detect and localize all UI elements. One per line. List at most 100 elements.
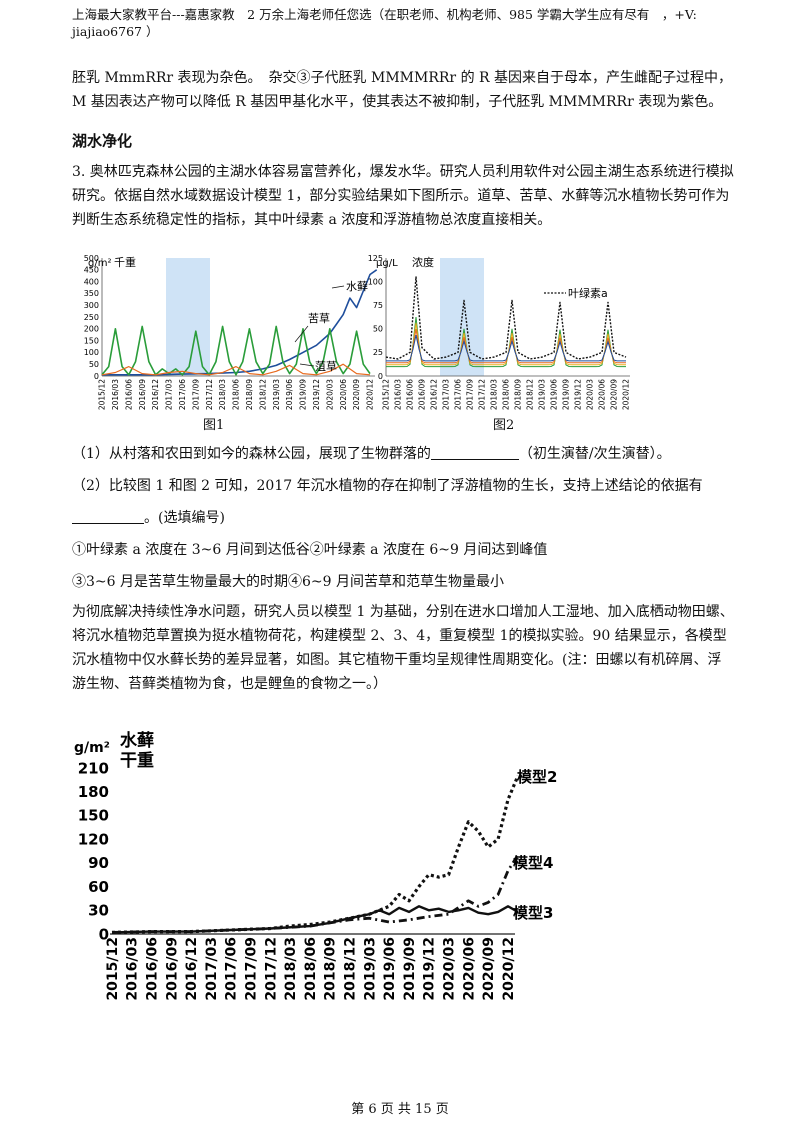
question-1-blank[interactable] <box>430 445 519 460</box>
f2-xtick-7: 2017/09 <box>466 379 475 410</box>
fig1-label-zucao: 菹草 <box>315 360 337 373</box>
f2-xtick-0: 2015/12 <box>382 379 391 410</box>
f1-xtick-8: 2017/12 <box>205 379 214 410</box>
f3-ytick-2: 60 <box>88 878 109 896</box>
f2-xtick-14: 2019/06 <box>550 379 559 410</box>
question-2-blank[interactable] <box>72 509 144 524</box>
fig2-background-series-1 <box>386 322 626 366</box>
f2-xtick-20: 2020/12 <box>622 379 631 410</box>
f1-xtick-6: 2017/06 <box>178 379 187 410</box>
f2-xtick-1: 2016/03 <box>394 379 403 410</box>
f1-xtick-16: 2019/12 <box>312 379 321 410</box>
f2-xtick-3: 2016/09 <box>418 379 427 410</box>
f1-xtick-14: 2019/06 <box>285 379 294 410</box>
f2-xtick-19: 2020/09 <box>610 379 619 410</box>
f2-series-0 <box>385 276 627 360</box>
fig3-label-model4: 模型4 <box>513 854 553 872</box>
question-2-text: （2）比较图 1 和图 2 可知，2017 年沉水植物的存在抑制了浮游植物的生长… <box>72 478 703 494</box>
question-2: （2）比较图 1 和图 2 可知，2017 年沉水植物的存在抑制了浮游植物的生长… <box>72 474 703 498</box>
question-1-text: （1）从村落和农田到如今的森林公园，展现了生物群落的 <box>72 446 431 462</box>
f2-ytick-2: 50 <box>373 325 383 334</box>
f3-xtick-13: 2019/03 <box>362 937 378 1001</box>
f3-xtick-19: 2020/09 <box>481 937 497 1001</box>
fig2-background-series-0 <box>386 316 626 368</box>
fig1-pointer-shuixian <box>331 285 345 289</box>
f1-xtick-19: 2020/09 <box>352 379 361 410</box>
f3-xtick-5: 2017/03 <box>204 937 220 1001</box>
fig3-ylabel-unit: g/m² <box>74 740 110 756</box>
f3-xtick-7: 2017/09 <box>244 937 260 1001</box>
f1-xtick-13: 2019/03 <box>272 379 281 410</box>
fig1-label-kucao: 苦草 <box>308 312 330 325</box>
f1-ytick-10: 500 <box>84 254 99 263</box>
f3-xtick-17: 2020/03 <box>442 937 458 1001</box>
f1-ytick-9: 450 <box>84 266 99 275</box>
options-line-2: ③3~6 月是苦草生物量最大的时期④6~9 月间苦草和范草生物量最小 <box>72 574 504 590</box>
f1-ytick-0: 0 <box>94 372 99 381</box>
f2-xtick-17: 2020/03 <box>586 379 595 410</box>
f2-ytick-1: 25 <box>373 348 383 357</box>
f1-xtick-7: 2017/09 <box>191 379 200 410</box>
fig2-legend: 叶绿素a <box>568 286 608 300</box>
f3-xtick-10: 2018/06 <box>303 937 319 1001</box>
f1-xtick-4: 2016/12 <box>151 379 160 410</box>
question-3-intro: 3. 奥林匹克森林公园的主湖水体容易富营养化，爆发水华。研究人员利用软件对公园主… <box>72 164 734 228</box>
fig1-pointer-zucao <box>299 363 315 367</box>
f3-xtick-8: 2017/12 <box>263 937 279 1001</box>
f1-series-1 <box>101 325 371 376</box>
f2-xtick-10: 2018/06 <box>502 379 511 410</box>
f2-xtick-9: 2018/03 <box>490 379 499 410</box>
question-1-suffix: （初生演替/次生演替）。 <box>518 446 671 462</box>
f1-xtick-10: 2018/06 <box>232 379 241 410</box>
f1-ytick-5: 250 <box>84 313 99 322</box>
f3-ytick-1: 30 <box>88 902 109 920</box>
f1-xtick-15: 2019/09 <box>299 379 308 410</box>
f2-xtick-18: 2020/06 <box>598 379 607 410</box>
f1-xtick-0: 2015/12 <box>98 379 107 410</box>
fig3-ylabel-line2: 干重 <box>120 750 154 771</box>
f3-ytick-3: 90 <box>88 854 109 872</box>
f3-xtick-11: 2018/09 <box>323 937 339 1001</box>
f3-ytick-0: 0 <box>99 925 109 943</box>
f3-ytick-7: 210 <box>78 759 109 777</box>
question-1: （1）从村落和农田到如今的森林公园，展现了生物群落的 （初生演替/次生演替）。 <box>72 442 671 466</box>
fig3-ylabel-line1: 水藓 <box>120 730 154 751</box>
f3-xtick-6: 2017/06 <box>224 937 240 1001</box>
f3-xtick-16: 2019/12 <box>422 937 438 1001</box>
f2-xtick-15: 2019/09 <box>562 379 571 410</box>
f1-ytick-7: 350 <box>84 289 99 298</box>
f3-ytick-5: 150 <box>78 807 109 825</box>
f1-ytick-2: 100 <box>84 348 99 357</box>
f1-ytick-6: 300 <box>84 301 99 310</box>
fig3-label-model2: 模型2 <box>517 768 557 786</box>
f1-xtick-12: 2018/12 <box>258 379 267 410</box>
f2-xtick-16: 2019/12 <box>574 379 583 410</box>
f3-xtick-20: 2020/12 <box>501 937 517 1001</box>
f3-series-1 <box>111 854 520 934</box>
f3-xtick-1: 2016/03 <box>125 937 141 1001</box>
f1-xtick-1: 2016/03 <box>111 379 120 410</box>
f1-xtick-5: 2017/03 <box>165 379 174 410</box>
f2-xtick-11: 2018/09 <box>514 379 523 410</box>
f2-ytick-3: 75 <box>373 301 383 310</box>
f1-xtick-11: 2018/09 <box>245 379 254 410</box>
f2-ytick-0: 0 <box>378 372 383 381</box>
f3-xtick-0: 2015/12 <box>105 937 121 1001</box>
f3-series-2 <box>111 905 519 934</box>
f1-series-2 <box>101 363 371 376</box>
question-3-paragraph: 为彻底解决持续性净水问题，研究人员以模型 1 为基础，分别在进水口增加人工湿地、… <box>72 604 734 692</box>
f1-ytick-1: 50 <box>89 360 99 369</box>
f3-xtick-3: 2016/09 <box>164 937 180 1001</box>
f1-ytick-4: 200 <box>84 325 99 334</box>
fig2-background-series-2 <box>386 329 626 364</box>
f1-series-0 <box>102 269 378 376</box>
fig2-ylabel-unit: μg/L <box>376 258 398 269</box>
f1-xtick-17: 2020/03 <box>325 379 334 410</box>
f1-xtick-2: 2016/06 <box>124 379 133 410</box>
f1-xtick-20: 2020/12 <box>366 379 375 410</box>
figure-1-chart: 0 50 100 150 200 250 300 350 400 450 500 2015/12 20… <box>84 254 378 410</box>
f3-xtick-12: 2018/12 <box>343 937 359 1001</box>
f3-ytick-4: 120 <box>78 830 109 848</box>
